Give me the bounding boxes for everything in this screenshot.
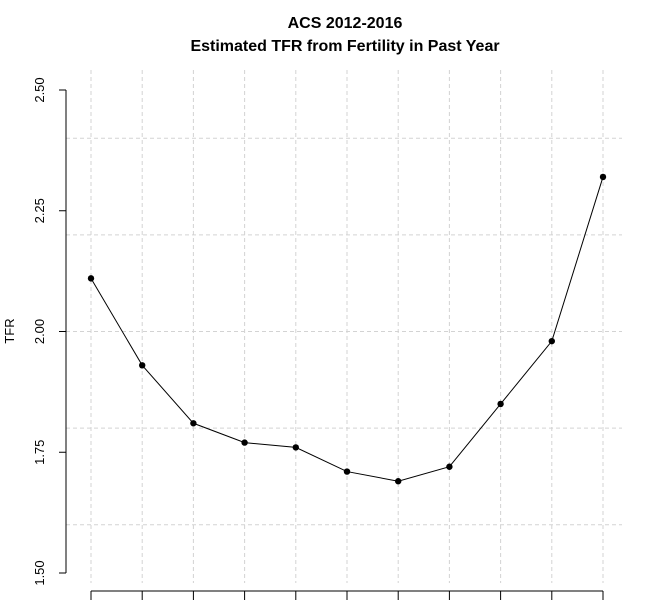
grid-lines <box>66 70 622 583</box>
data-point <box>87 275 95 282</box>
y-tick-label: 1.50 <box>32 560 47 585</box>
y-axis-label: TFR <box>2 318 17 343</box>
chart-subtitle: Estimated TFR from Fertility in Past Yea… <box>190 38 499 55</box>
chart-title: ACS 2012-2016 <box>288 15 403 32</box>
data-point <box>241 439 248 446</box>
data-point <box>190 420 197 427</box>
data-point <box>599 173 607 181</box>
data-point <box>548 337 555 345</box>
data-point <box>292 444 299 451</box>
data-point <box>343 468 351 475</box>
y-tick-label: 2.00 <box>32 319 47 344</box>
data-point <box>497 400 504 408</box>
y-tick-label: 1.75 <box>32 440 47 465</box>
data-point <box>139 362 146 369</box>
y-tick-label: 2.50 <box>32 77 47 102</box>
y-tick-label: 2.25 <box>32 198 47 223</box>
data-point <box>395 478 402 485</box>
data-series <box>87 173 607 485</box>
data-point <box>446 463 453 470</box>
axes: 1.50 1.75 2.00 2.25 2.50 <box>32 77 604 600</box>
